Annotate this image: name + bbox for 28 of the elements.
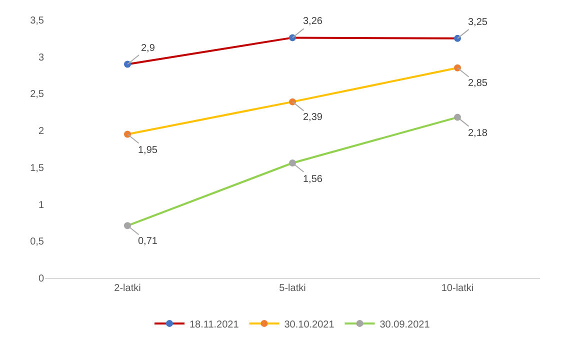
data-label: 2,18 xyxy=(468,128,488,139)
data-label: 0,71 xyxy=(138,236,158,247)
data-label: 2,85 xyxy=(468,78,488,89)
legend-label: 30.10.2021 xyxy=(284,319,335,330)
point xyxy=(124,222,131,230)
y-tick-label: 2,5 xyxy=(30,89,44,100)
y-tick-label: 0,5 xyxy=(30,236,44,248)
point xyxy=(454,34,461,42)
data-label: 1,95 xyxy=(138,145,158,156)
y-tick-label: 3,5 xyxy=(30,16,44,26)
x-tick-label: 2-latki xyxy=(114,283,141,294)
y-tick-label: 2 xyxy=(38,126,44,138)
point xyxy=(454,64,461,72)
legend-label: 30.09.2021 xyxy=(380,319,430,330)
data-label: 1,56 xyxy=(303,174,323,185)
data-label: 2,9 xyxy=(141,43,156,54)
y-tick-label: 0 xyxy=(38,274,44,284)
y-tick-label: 1 xyxy=(38,200,44,211)
data-label: 3,26 xyxy=(303,16,323,27)
point xyxy=(289,160,296,167)
y-tick-label: 3 xyxy=(38,52,44,64)
y-tick-label: 1,5 xyxy=(30,162,44,174)
x-tick-label: 10-latki xyxy=(441,283,474,294)
legend-label: 18.11.2021 xyxy=(190,319,240,330)
point xyxy=(454,114,461,121)
x-tick-label: 5-latki xyxy=(279,283,306,294)
data-label: 2,39 xyxy=(303,112,323,123)
data-label: 3,25 xyxy=(468,17,488,28)
